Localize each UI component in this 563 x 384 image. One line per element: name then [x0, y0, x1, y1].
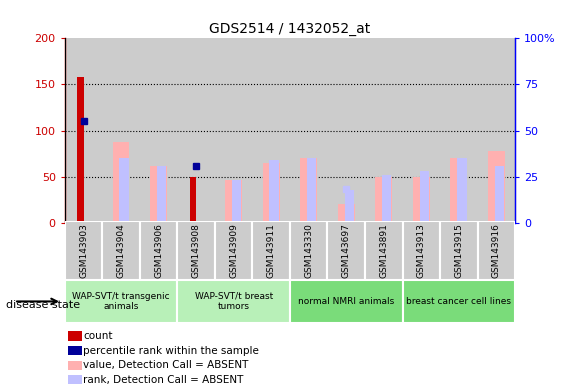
Bar [413, 177, 430, 223]
Bar [338, 204, 355, 223]
FancyBboxPatch shape [290, 221, 328, 280]
Text: breast cancer cell lines: breast cancer cell lines [406, 297, 511, 306]
Bar [113, 142, 129, 223]
Bar [77, 77, 84, 223]
Bar [477, 38, 515, 223]
Bar [307, 158, 316, 223]
Bar [495, 166, 504, 223]
Bar [140, 38, 177, 223]
Bar [252, 38, 290, 223]
Bar [150, 166, 167, 223]
Bar [403, 38, 440, 223]
Text: normal NMRI animals: normal NMRI animals [298, 297, 394, 306]
FancyBboxPatch shape [290, 280, 403, 323]
Text: GSM143330: GSM143330 [304, 223, 313, 278]
Bar [65, 38, 102, 223]
Text: percentile rank within the sample: percentile rank within the sample [83, 346, 259, 356]
FancyBboxPatch shape [140, 221, 177, 280]
FancyBboxPatch shape [177, 280, 290, 323]
FancyBboxPatch shape [102, 221, 140, 280]
Bar [263, 163, 280, 223]
Bar [270, 160, 279, 223]
Bar [157, 166, 166, 223]
FancyBboxPatch shape [365, 221, 403, 280]
Text: GSM143915: GSM143915 [454, 223, 463, 278]
Bar [300, 158, 317, 223]
Text: rank, Detection Call = ABSENT: rank, Detection Call = ABSENT [83, 375, 244, 384]
Bar [382, 175, 391, 223]
Bar [190, 177, 196, 223]
Bar [215, 38, 252, 223]
Text: GSM143916: GSM143916 [492, 223, 501, 278]
Bar [488, 151, 505, 223]
Text: count: count [83, 331, 113, 341]
Text: disease state: disease state [6, 300, 80, 310]
Bar [232, 180, 242, 223]
FancyBboxPatch shape [477, 221, 515, 280]
Text: WAP-SVT/t transgenic
animals: WAP-SVT/t transgenic animals [72, 292, 170, 311]
Text: GSM143904: GSM143904 [117, 223, 126, 278]
Text: value, Detection Call = ABSENT: value, Detection Call = ABSENT [83, 360, 249, 370]
FancyBboxPatch shape [177, 221, 215, 280]
Bar [177, 38, 215, 223]
FancyBboxPatch shape [403, 221, 440, 280]
Title: GDS2514 / 1432052_at: GDS2514 / 1432052_at [209, 22, 370, 36]
Bar [328, 38, 365, 223]
Bar [225, 180, 242, 223]
Text: WAP-SVT/t breast
tumors: WAP-SVT/t breast tumors [195, 292, 272, 311]
Bar [440, 38, 477, 223]
Text: GSM143908: GSM143908 [191, 223, 200, 278]
FancyBboxPatch shape [65, 221, 102, 280]
Text: GSM143697: GSM143697 [342, 223, 351, 278]
Bar [290, 38, 328, 223]
Bar [345, 190, 354, 223]
Bar [419, 171, 429, 223]
Text: GSM143903: GSM143903 [79, 223, 88, 278]
Bar [376, 177, 392, 223]
FancyBboxPatch shape [215, 221, 252, 280]
Bar [457, 158, 467, 223]
Bar [450, 158, 467, 223]
Bar [365, 38, 403, 223]
Text: GSM143906: GSM143906 [154, 223, 163, 278]
Text: GSM143909: GSM143909 [229, 223, 238, 278]
Text: GSM143911: GSM143911 [267, 223, 276, 278]
Bar [119, 158, 129, 223]
FancyBboxPatch shape [403, 280, 515, 323]
FancyBboxPatch shape [328, 221, 365, 280]
Text: GSM143913: GSM143913 [417, 223, 426, 278]
Bar [102, 38, 140, 223]
FancyBboxPatch shape [65, 280, 177, 323]
FancyBboxPatch shape [252, 221, 290, 280]
FancyBboxPatch shape [440, 221, 477, 280]
Text: GSM143891: GSM143891 [379, 223, 388, 278]
